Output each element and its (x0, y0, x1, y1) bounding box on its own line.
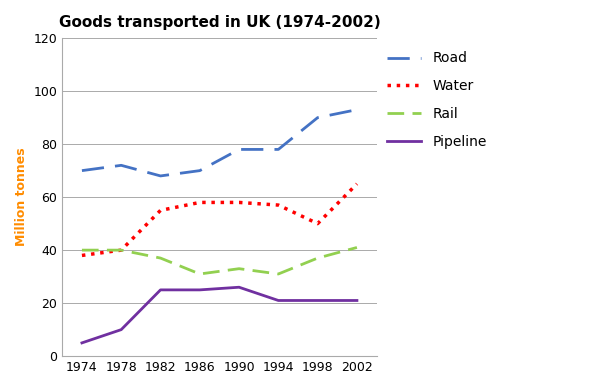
Road (78, 168, 85, 173)
Pipeline (117, 327, 125, 332)
Rail (235, 266, 243, 271)
Road (157, 173, 164, 178)
Line: Road: Road (82, 110, 357, 176)
Line: Water: Water (82, 184, 357, 256)
Pipeline (157, 287, 164, 292)
Road (314, 115, 321, 120)
Pipeline (274, 298, 282, 303)
Rail (314, 256, 321, 260)
Title: Goods transported in UK (1974-2002): Goods transported in UK (1974-2002) (58, 15, 380, 30)
Line: Pipeline: Pipeline (82, 287, 357, 343)
Rail (78, 248, 85, 252)
Road (196, 168, 203, 173)
Line: Rail: Rail (82, 247, 357, 274)
Pipeline (235, 285, 243, 289)
Water (196, 200, 203, 205)
Water (117, 248, 125, 252)
Rail (157, 256, 164, 260)
Water (157, 208, 164, 213)
Y-axis label: Million tonnes: Million tonnes (15, 148, 28, 247)
Road (274, 147, 282, 152)
Road (353, 107, 360, 112)
Rail (353, 245, 360, 250)
Water (78, 253, 85, 258)
Road (235, 147, 243, 152)
Water (353, 182, 360, 186)
Legend: Road, Water, Rail, Pipeline: Road, Water, Rail, Pipeline (387, 51, 487, 149)
Rail (196, 272, 203, 276)
Water (235, 200, 243, 205)
Water (314, 221, 321, 226)
Water (274, 203, 282, 207)
Pipeline (314, 298, 321, 303)
Road (117, 163, 125, 168)
Pipeline (78, 340, 85, 345)
Rail (274, 272, 282, 276)
Rail (117, 248, 125, 252)
Pipeline (353, 298, 360, 303)
Pipeline (196, 287, 203, 292)
